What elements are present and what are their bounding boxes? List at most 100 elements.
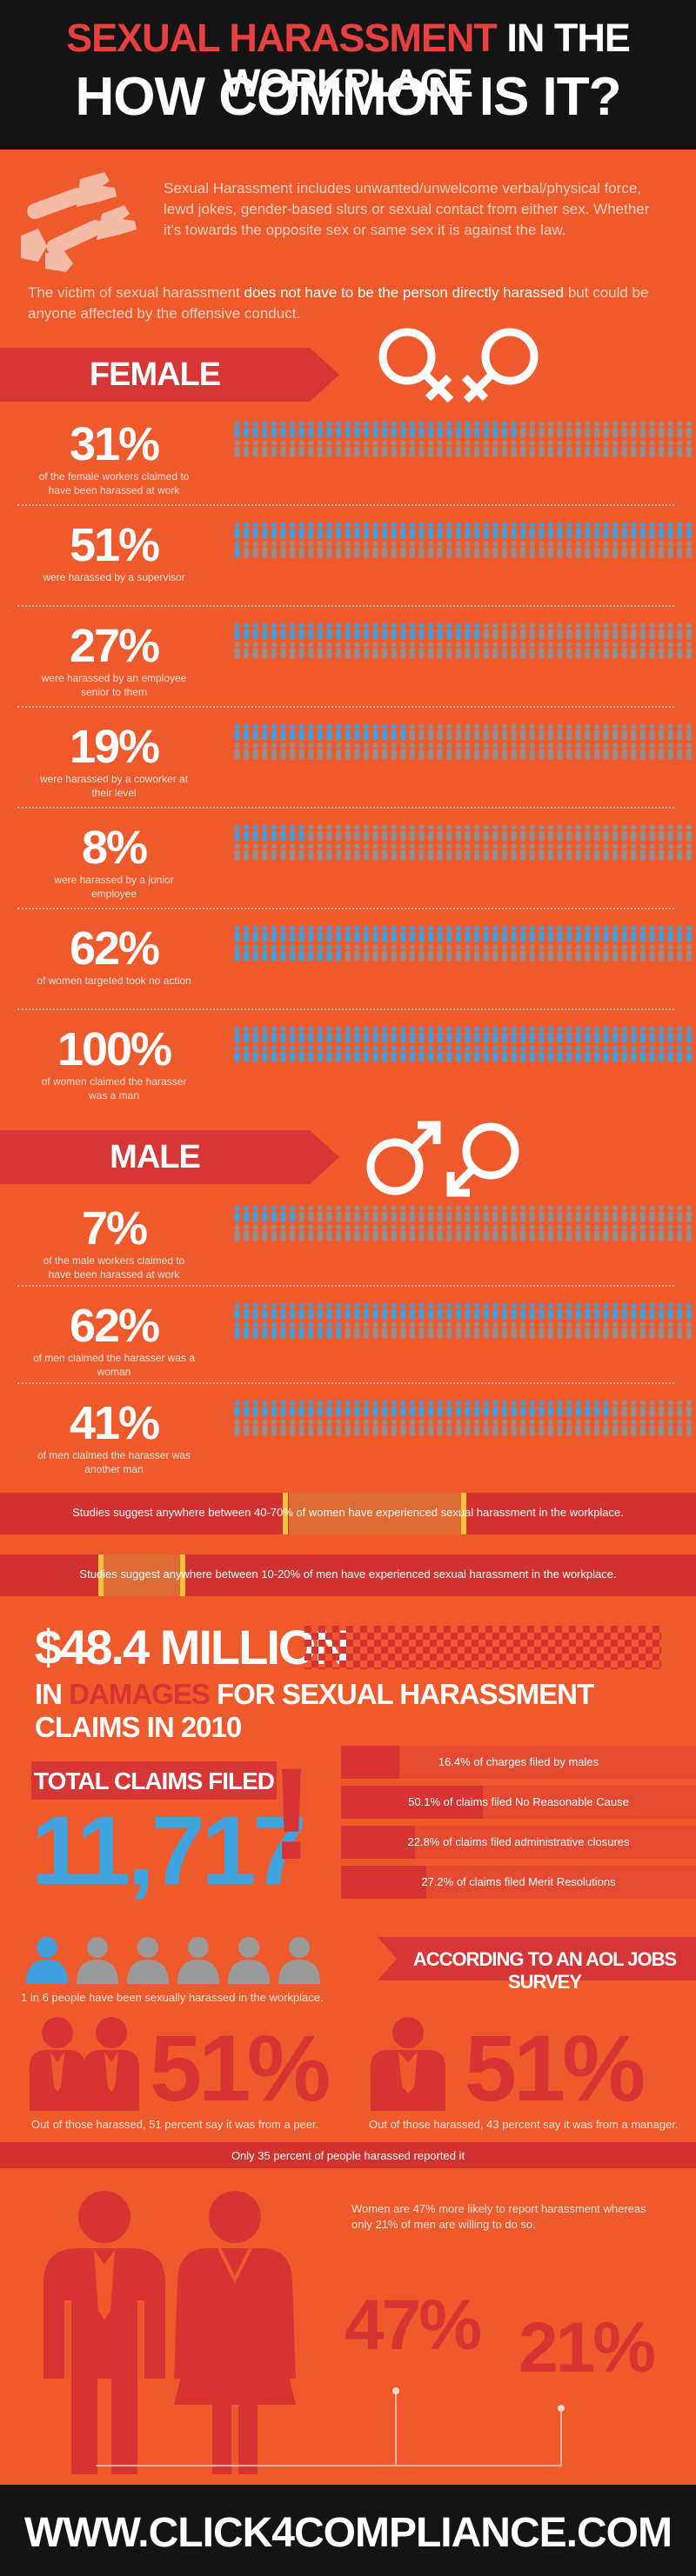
female-stat-desc: of women claimed the harasser was a man [41, 1075, 187, 1102]
person [252, 742, 258, 760]
person-highlighted [317, 944, 323, 962]
person-highlighted [244, 1026, 250, 1043]
divider [17, 807, 674, 809]
person-highlighted [244, 1205, 250, 1222]
person-highlighted [317, 723, 323, 741]
victim-note-post: but could be anyone affected by the offe… [28, 284, 649, 322]
person [539, 824, 545, 842]
person-highlighted [621, 522, 627, 539]
person-highlighted [244, 522, 250, 539]
person [649, 1419, 655, 1436]
person [667, 723, 673, 741]
person [621, 421, 627, 438]
person [547, 1205, 553, 1222]
person [437, 742, 443, 760]
person [547, 541, 553, 558]
person [677, 723, 683, 741]
person-highlighted [428, 421, 434, 438]
person [372, 944, 378, 962]
person-highlighted [511, 1400, 517, 1417]
person [501, 440, 507, 457]
person [483, 622, 489, 640]
male-stat-pct: 7% [81, 1202, 148, 1255]
person [520, 1224, 526, 1241]
person [593, 1224, 599, 1241]
person-highlighted [418, 1400, 425, 1417]
person [271, 843, 277, 861]
person-highlighted [575, 522, 581, 539]
person [667, 1419, 673, 1436]
person [400, 642, 406, 659]
person-highlighted [667, 1302, 673, 1320]
person [234, 843, 240, 861]
person-highlighted [354, 1400, 360, 1417]
person [317, 1419, 323, 1436]
person-highlighted [326, 522, 332, 539]
person-highlighted [418, 1026, 425, 1043]
person [593, 723, 599, 741]
person [290, 1419, 296, 1436]
person [428, 541, 434, 558]
footer-url[interactable]: WWW.CLICK4COMPLIANCE.COM [24, 2510, 673, 2556]
person [520, 440, 526, 457]
person-highlighted [566, 925, 572, 942]
person [308, 1419, 314, 1436]
person-highlighted [585, 925, 591, 942]
person [539, 440, 545, 457]
person [234, 1224, 240, 1241]
person [585, 1321, 591, 1339]
person-highlighted [511, 1045, 517, 1062]
person [511, 622, 517, 640]
person [252, 1419, 258, 1436]
person-highlighted [409, 1400, 415, 1417]
person [585, 944, 591, 962]
person [677, 1224, 683, 1241]
person-highlighted [252, 824, 258, 842]
person [520, 843, 526, 861]
person [539, 642, 545, 659]
person-highlighted [234, 944, 240, 962]
person-highlighted [354, 421, 360, 438]
person-highlighted [336, 723, 342, 741]
person [298, 1419, 304, 1436]
person [345, 843, 351, 861]
person [639, 843, 646, 861]
person-highlighted [621, 925, 627, 942]
person [271, 642, 277, 659]
person [363, 541, 369, 558]
person [483, 642, 489, 659]
person-highlighted [686, 1026, 692, 1043]
person [428, 440, 434, 457]
male-stat-row: 7% of the male workers claimed to have be… [17, 1193, 692, 1290]
person [418, 723, 425, 741]
person [345, 944, 351, 962]
person-highlighted [455, 421, 461, 438]
person-highlighted [336, 1045, 342, 1062]
person-highlighted [659, 1302, 665, 1320]
person [326, 1419, 332, 1436]
person [492, 440, 499, 457]
person-highlighted [234, 1205, 240, 1222]
person-highlighted [317, 1321, 323, 1339]
person-highlighted [529, 1400, 535, 1417]
person [455, 1224, 461, 1241]
person-highlighted [593, 1026, 599, 1043]
person [428, 843, 434, 861]
person [677, 1400, 683, 1417]
person [659, 1224, 665, 1241]
person [271, 742, 277, 760]
person [621, 824, 627, 842]
person-highlighted [326, 1026, 332, 1043]
person [474, 843, 480, 861]
person-highlighted [621, 1302, 627, 1320]
person [382, 541, 388, 558]
person [437, 723, 443, 741]
person [631, 622, 637, 640]
person [557, 1419, 563, 1436]
person [659, 1321, 665, 1339]
claim-row-fill [341, 1866, 426, 1899]
person [345, 642, 351, 659]
person-highlighted [354, 1045, 360, 1062]
person [631, 843, 637, 861]
person-highlighted [437, 1302, 443, 1320]
